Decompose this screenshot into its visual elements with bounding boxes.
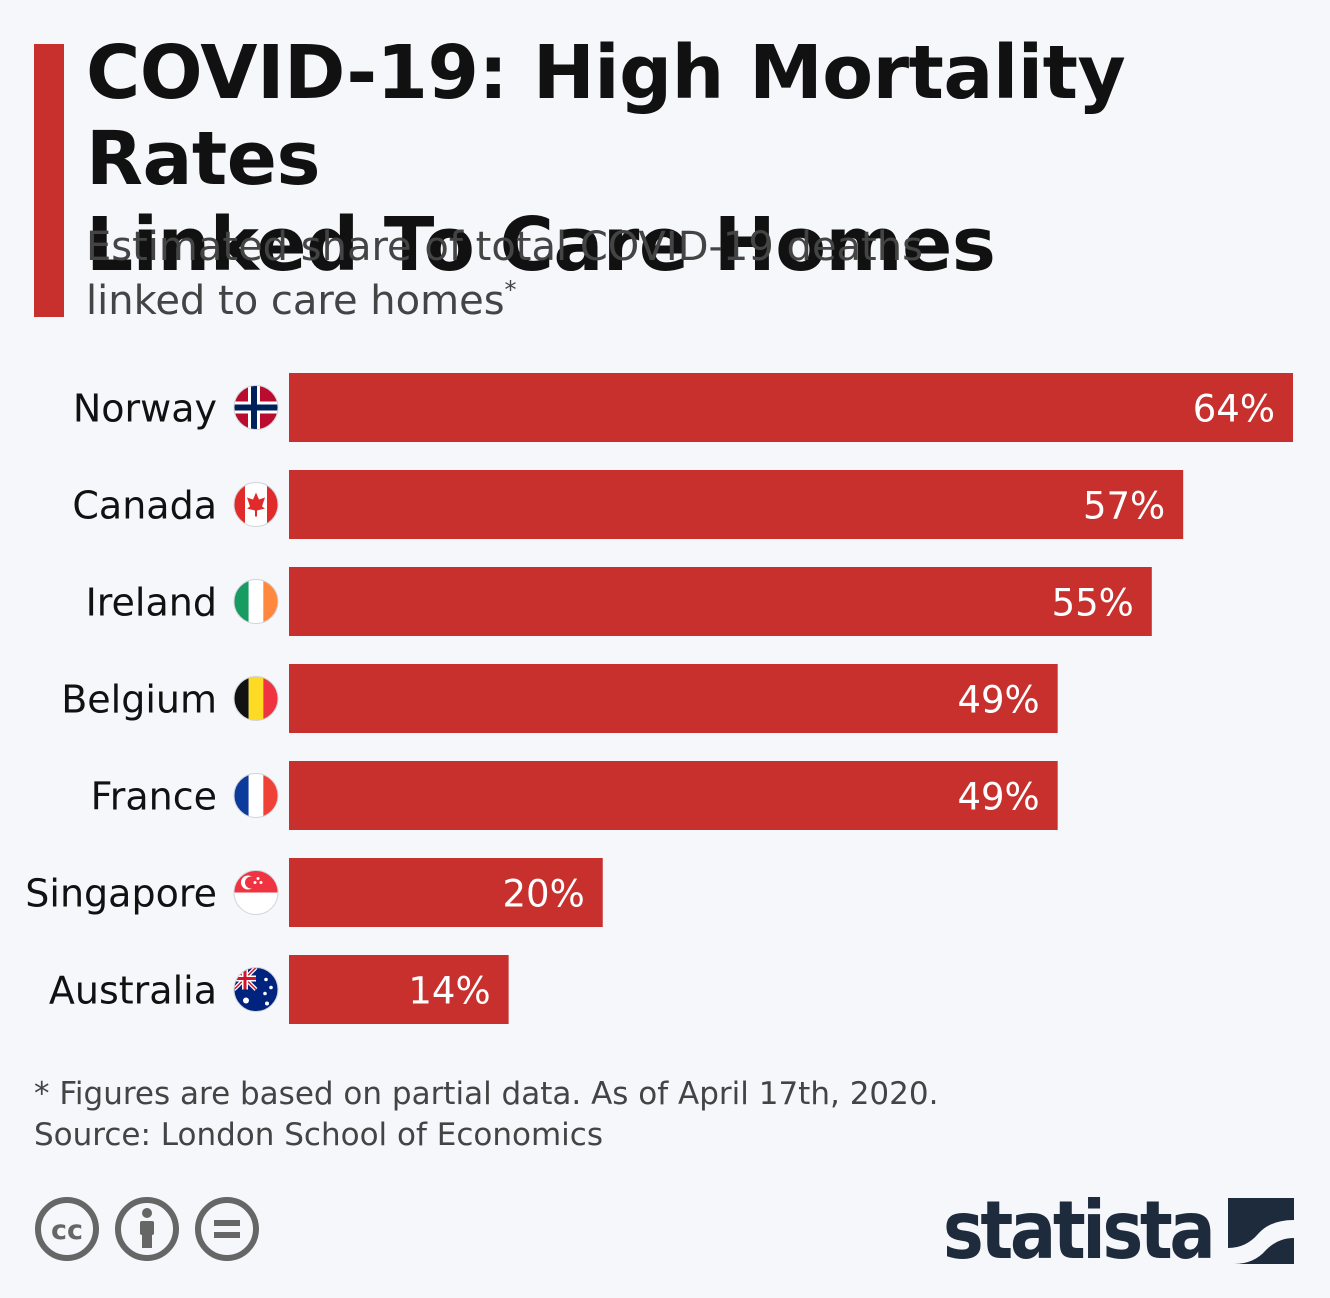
footnote-note: * Figures are based on partial data. As … (34, 1076, 939, 1112)
category-label: Belgium (61, 678, 217, 722)
category-label: Australia (49, 969, 217, 1013)
bar (289, 567, 1152, 636)
subtitle-footnote-marker: * (504, 276, 517, 304)
category-label: Norway (73, 387, 217, 431)
subtitle-line-2-wrap: linked to care homes* (86, 274, 1086, 328)
value-label: 55% (1052, 582, 1134, 625)
bar (289, 761, 1058, 830)
singapore-flag-icon (233, 870, 279, 915)
category-label: Singapore (25, 872, 217, 916)
category-label: Canada (72, 484, 217, 528)
bar-row: Australia 14% (49, 955, 509, 1024)
belgium-flag-icon (233, 676, 279, 721)
chart-title: COVID-19: High Mortality Rates Linked To… (86, 30, 1316, 288)
canada-flag-icon (233, 482, 279, 527)
cc-icon: cc (35, 1197, 99, 1261)
chart-subtitle: Estimated share of total COVID-19 deaths… (86, 220, 1086, 328)
bar-row: Norway 64% (73, 373, 1293, 442)
bar (289, 955, 509, 1024)
bar (289, 470, 1184, 539)
value-label: 57% (1083, 485, 1165, 528)
title-line-2: Linked To Care Homes (86, 202, 996, 288)
category-label: France (91, 775, 217, 819)
title-line-1: COVID-19: High Mortality Rates (86, 30, 1126, 202)
license-icons: cc (34, 1196, 264, 1268)
bar-row: France 49% (91, 761, 1058, 830)
svg-text:cc: cc (51, 1215, 83, 1246)
bar (289, 664, 1058, 733)
bar (289, 858, 603, 927)
statista-logo: statista (899, 1186, 1294, 1276)
title-accent-bar (34, 44, 64, 317)
subtitle-line-2: linked to care homes (86, 278, 505, 324)
footnote-source: Source: London School of Economics (34, 1117, 603, 1153)
logo-text: statista (942, 1184, 1216, 1277)
value-label: 49% (957, 776, 1039, 819)
bar-row: Ireland 55% (86, 567, 1152, 636)
norway-flag-icon (233, 385, 279, 430)
bar-row: Belgium 49% (61, 664, 1058, 733)
value-label: 64% (1193, 388, 1275, 431)
france-flag-icon (233, 773, 279, 818)
no-derivatives-icon (195, 1197, 259, 1261)
bar-row: Canada 57% (72, 470, 1184, 539)
value-label: 20% (503, 873, 585, 916)
ireland-flag-icon (233, 579, 279, 624)
subtitle-line-1: Estimated share of total COVID-19 deaths (86, 224, 923, 270)
category-label: Ireland (86, 581, 217, 625)
footnote: * Figures are based on partial data. As … (34, 1074, 1234, 1156)
value-label: 49% (957, 679, 1039, 722)
attribution-icon (115, 1197, 179, 1261)
bar (289, 373, 1293, 442)
statista-logo-icon (1228, 1198, 1294, 1264)
australia-flag-icon (233, 967, 279, 1012)
bar-chart: Norway 64%Canada 57%Ireland 55%Belgium 49%Fr… (25, 373, 1293, 1024)
bar-row: Singapore 20% (25, 858, 603, 927)
value-label: 14% (408, 970, 490, 1013)
